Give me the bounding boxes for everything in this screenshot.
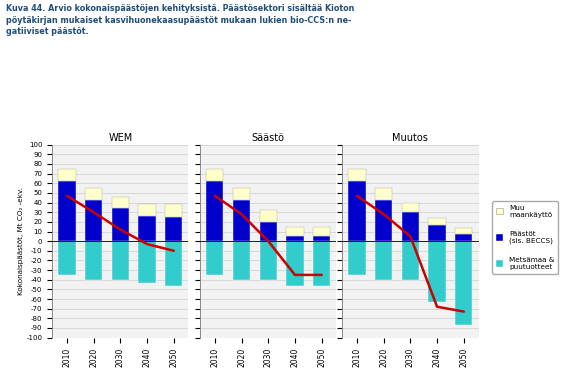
Bar bbox=[165, 204, 183, 217]
Bar bbox=[402, 241, 419, 280]
Bar bbox=[402, 203, 419, 212]
Bar bbox=[58, 241, 75, 275]
Bar bbox=[233, 241, 250, 280]
Bar bbox=[139, 241, 156, 283]
Bar bbox=[139, 216, 156, 241]
Bar bbox=[165, 217, 183, 241]
Bar bbox=[85, 188, 102, 200]
Bar bbox=[429, 225, 446, 241]
Bar bbox=[165, 241, 183, 286]
Bar bbox=[112, 241, 129, 280]
Legend: Muu
maankäyttö, Päästöt
(sis. BECCS), Metsämaa &
puutuotteet: Muu maankäyttö, Päästöt (sis. BECCS), Me… bbox=[492, 201, 558, 274]
Bar bbox=[287, 227, 304, 236]
Bar bbox=[313, 236, 331, 241]
Bar bbox=[112, 197, 129, 209]
Bar bbox=[455, 234, 473, 241]
Bar bbox=[287, 241, 304, 286]
Bar bbox=[85, 200, 102, 241]
Bar bbox=[313, 227, 331, 236]
Bar bbox=[260, 222, 277, 241]
Bar bbox=[375, 188, 392, 200]
Bar bbox=[455, 241, 473, 325]
Bar bbox=[348, 169, 365, 181]
Bar bbox=[85, 241, 102, 280]
Bar bbox=[455, 228, 473, 234]
Bar bbox=[206, 181, 223, 241]
Bar bbox=[429, 241, 446, 302]
Bar bbox=[206, 241, 223, 275]
Bar bbox=[287, 236, 304, 241]
Bar bbox=[233, 200, 250, 241]
Bar bbox=[313, 241, 331, 286]
Bar bbox=[260, 210, 277, 222]
Title: WEM: WEM bbox=[108, 132, 132, 142]
Bar bbox=[348, 241, 365, 275]
Title: Säästö: Säästö bbox=[252, 132, 285, 142]
Y-axis label: Kokonaispäästöt, Mt CO₂ -ekv.: Kokonaispäästöt, Mt CO₂ -ekv. bbox=[18, 187, 24, 295]
Bar bbox=[348, 181, 365, 241]
Title: Muutos: Muutos bbox=[393, 132, 428, 142]
Bar bbox=[375, 200, 392, 241]
Bar bbox=[260, 241, 277, 280]
Bar bbox=[402, 212, 419, 241]
Bar bbox=[375, 241, 392, 280]
Bar bbox=[112, 209, 129, 241]
Bar bbox=[429, 218, 446, 225]
Bar bbox=[233, 188, 250, 200]
Bar bbox=[206, 169, 223, 181]
Text: Kuva 44. Arvio kokonaispäästöjen kehityksistä. Päästösektori sisältää Kioton
pöy: Kuva 44. Arvio kokonaispäästöjen kehityk… bbox=[6, 4, 354, 36]
Bar bbox=[139, 204, 156, 216]
Bar bbox=[58, 181, 75, 241]
Bar bbox=[58, 169, 75, 181]
